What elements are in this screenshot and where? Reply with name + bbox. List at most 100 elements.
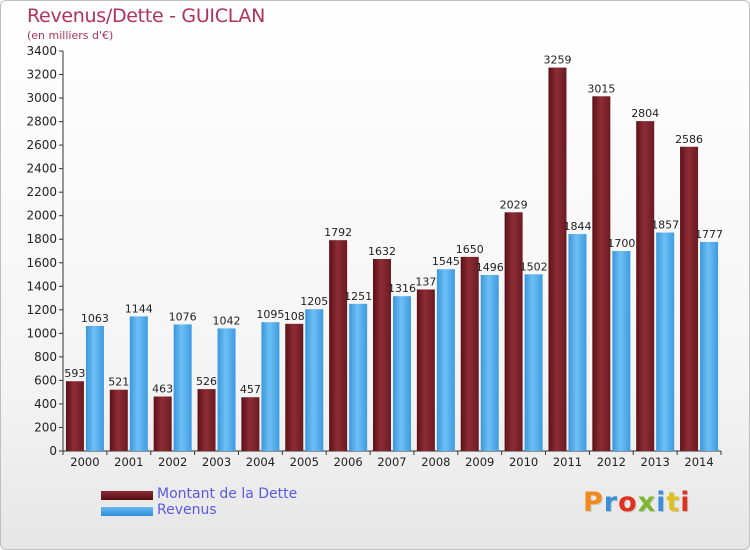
y-tick-label: 200 [34,420,57,434]
y-tick-label: 2200 [26,185,57,199]
bar-dette-2006 [329,240,348,451]
y-tick-label: 1400 [26,279,57,293]
bar-dette-2010 [504,212,523,451]
data-label-revenus: 1844 [563,220,591,233]
chart-title: Revenus/Dette - GUICLAN [27,5,266,27]
data-label-dette: 2804 [631,107,659,120]
data-label-dette: 2029 [500,198,528,211]
data-label-revenus: 1316 [388,282,416,295]
bar-dette-2002 [153,396,172,451]
bar-revenus-2011 [568,234,587,451]
data-label-revenus: 1076 [169,310,197,323]
bar-dette-2000 [65,381,84,451]
x-tick-label: 2005 [290,455,319,469]
y-tick-label: 400 [34,397,57,411]
x-tick-label: 2013 [641,455,670,469]
data-label-revenus: 1095 [256,308,284,321]
bar-dette-2001 [109,389,128,451]
data-label-dette: 3015 [587,82,615,95]
x-tick-label: 2004 [246,455,275,469]
bar-dette-2009 [460,256,479,451]
data-label-revenus: 1777 [695,228,723,241]
data-label-dette: 521 [108,376,129,389]
bar-revenus-2001 [129,316,148,451]
y-tick-label: 1200 [26,303,57,317]
x-tick-label: 2014 [684,455,713,469]
bar-dette-2012 [592,96,611,451]
data-label-dette: 3259 [543,54,571,67]
y-tick-label: 1800 [26,232,57,246]
data-label-revenus: 1502 [520,260,548,273]
y-tick-label: 2600 [26,138,57,152]
y-tick-label: 3000 [26,91,57,105]
x-tick-label: 2007 [377,455,406,469]
y-tick-label: 0 [49,444,57,458]
bar-dette-2008 [416,289,435,451]
data-label-dette: 593 [64,367,85,380]
data-label-revenus: 1042 [213,314,241,327]
y-tick-label: 600 [34,373,57,387]
legend-label-dette: Montant de la Dette [157,486,298,502]
bar-dette-2014 [680,146,699,451]
data-label-revenus: 1144 [125,302,153,315]
data-label-dette: 137 [415,275,436,288]
bar-revenus-2010 [524,274,543,451]
data-label-revenus: 1205 [300,295,328,308]
x-tick-label: 2006 [333,455,362,469]
data-label-revenus: 1700 [607,237,635,250]
bar-revenus-2005 [305,309,324,451]
y-tick-label: 2000 [26,209,57,223]
y-tick-label: 2800 [26,115,57,129]
x-tick-label: 2008 [421,455,450,469]
bar-revenus-2002 [173,324,192,451]
data-label-dette: 463 [152,383,173,396]
bar-revenus-2014 [700,241,719,451]
bar-revenus-2006 [349,303,368,451]
y-tick-label: 1000 [26,326,57,340]
bar-dette-2005 [285,323,304,451]
data-label-revenus: 1545 [432,255,460,268]
bar-revenus-2007 [393,296,411,451]
x-tick-label: 2003 [202,455,231,469]
bar-revenus-2000 [85,325,104,451]
bar-dette-2011 [548,67,567,452]
x-tick-label: 2011 [553,455,582,469]
x-tick-label: 2010 [509,455,538,469]
y-tick-label: 3200 [26,68,57,82]
x-tick-label: 2009 [465,455,494,469]
bar-revenus-2003 [217,328,236,451]
data-label-dette: 1632 [368,245,396,258]
bar-revenus-2009 [480,275,499,451]
data-label-dette: 526 [196,375,217,388]
y-tick-label: 3400 [26,44,57,58]
x-tick-label: 2000 [70,455,99,469]
x-tick-label: 2002 [158,455,187,469]
bar-revenus-2013 [656,232,675,451]
legend-swatch-revenus [101,507,153,516]
data-label-dette: 2586 [675,133,703,146]
legend-swatch-dette [101,491,153,500]
data-label-revenus: 1496 [476,261,504,274]
chart-subtitle: (en milliers d'€) [27,29,114,42]
legend-label-revenus: Revenus [157,502,217,518]
bar-revenus-2004 [261,322,280,451]
data-label-revenus: 1251 [344,290,372,303]
bar-dette-2013 [636,121,655,451]
y-tick-label: 800 [34,350,57,364]
y-tick-label: 1600 [26,256,57,270]
data-label-revenus: 1857 [651,219,679,232]
data-label-dette: 457 [240,383,261,396]
bar-dette-2003 [197,389,216,451]
proxiti-logo: Proxiti [583,487,691,518]
y-tick-label: 2400 [26,162,57,176]
x-tick-label: 2001 [114,455,143,469]
data-label-revenus: 1063 [81,312,109,325]
bar-dette-2004 [241,397,260,451]
bar-revenus-2008 [436,269,455,451]
data-label-dette: 108 [284,310,305,323]
data-label-dette: 1792 [324,226,352,239]
bar-revenus-2012 [612,251,631,451]
data-label-dette: 1650 [456,243,484,256]
